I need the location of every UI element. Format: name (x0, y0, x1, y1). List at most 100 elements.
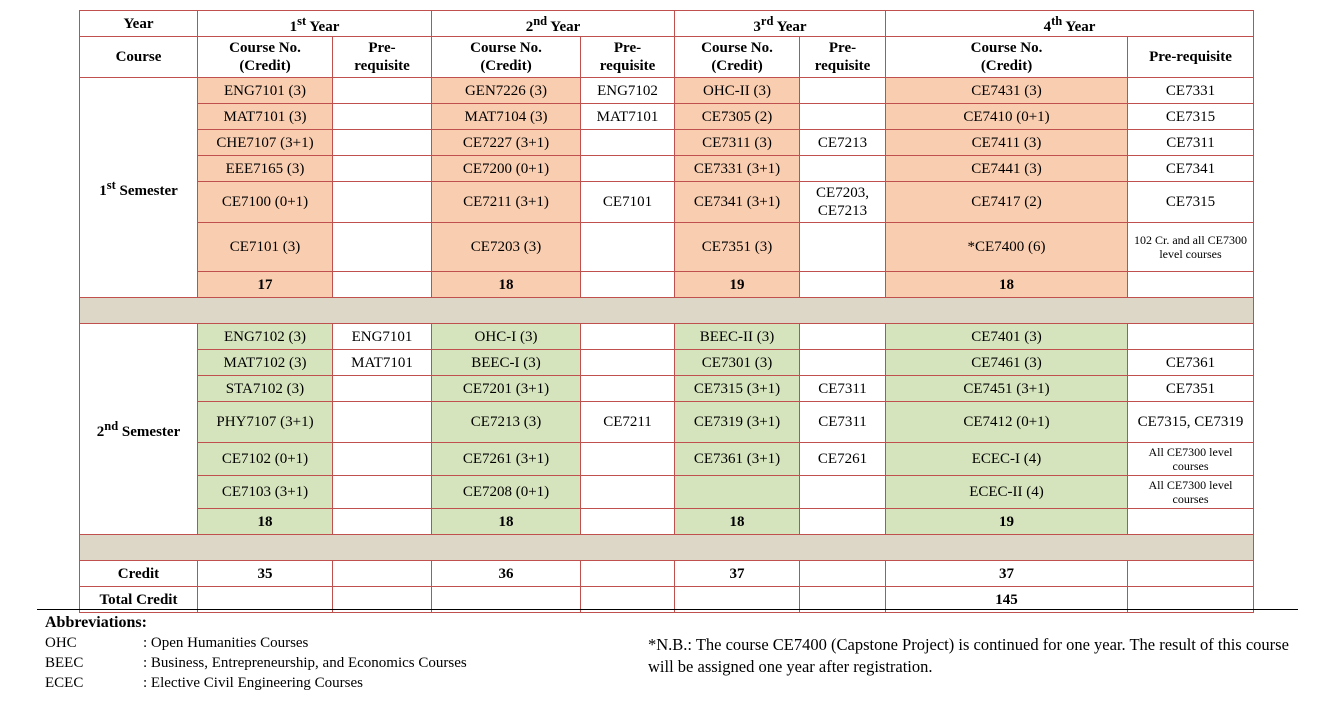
semester-total-credit: 18 (197, 508, 333, 535)
y1-course-cell: CE7101 (3) (197, 222, 333, 272)
year-credit: 35 (197, 560, 333, 587)
course-row: 2nd Semester ENG7102 (3) ENG7101 OHC-I (3) B… (79, 323, 1254, 535)
y1-prereq-cell (332, 442, 432, 476)
y1-prereq-cell (332, 77, 432, 104)
prereq-header: Pre-requisite (332, 36, 432, 78)
column-header-row: Course Course No. (Credit) Pre-requisite … (79, 36, 1254, 78)
y2-course-cell: CE7261 (3+1) (431, 442, 581, 476)
y2-prereq-cell (580, 375, 675, 402)
course-row: CE7100 (0+1) CE7211 (3+1) CE7101 CE7341 (3+… (80, 181, 1254, 223)
semester-total-credit: 18 (431, 271, 581, 298)
empty-cell (799, 586, 886, 613)
semester-total-credit: 18 (885, 271, 1128, 298)
y1-prereq-cell (332, 475, 432, 509)
course-row: MAT7101 (3) MAT7104 (3) MAT7101 CE7305 (2) C… (80, 103, 1254, 130)
y4-course-cell: CE7441 (3) (885, 155, 1128, 182)
y3-course-cell: CE7319 (3+1) (674, 401, 800, 443)
y1-course-cell: CE7102 (0+1) (197, 442, 333, 476)
semester-total-credit: 18 (674, 508, 800, 535)
y3-course-cell: CE7341 (3+1) (674, 181, 800, 223)
y4-prereq-cell: CE7311 (1127, 129, 1254, 156)
empty-cell (1127, 586, 1254, 613)
y4-course-cell: CE7451 (3+1) (885, 375, 1128, 402)
y3-prereq-cell (799, 349, 886, 376)
y1-course-cell: CE7103 (3+1) (197, 475, 333, 509)
semester-total-row: 17 18 19 18 (80, 271, 1254, 298)
year-credit: 37 (674, 560, 800, 587)
y2-course-cell: CE7208 (0+1) (431, 475, 581, 509)
empty-cell (197, 586, 333, 613)
y4-prereq-cell (1127, 323, 1254, 350)
y3-course-cell: CE7361 (3+1) (674, 442, 800, 476)
y2-prereq-cell (580, 129, 675, 156)
y4-prereq-cell: CE7315 (1127, 181, 1254, 223)
capstone-note: *N.B.: The course CE7400 (Capstone Proje… (648, 635, 1289, 676)
empty-cell (580, 586, 675, 613)
total-credit-value: 145 (885, 586, 1128, 613)
y3-prereq-cell: CE7213 (799, 129, 886, 156)
course-row: CE7102 (0+1) CE7261 (3+1) CE7361 (3+1) CE72… (80, 442, 1254, 476)
semester-label: 1st Semester (79, 77, 198, 298)
year-2-header: 2nd Year (431, 10, 675, 37)
course-no-header: Course No. (Credit) (885, 36, 1128, 78)
y2-course-cell: BEEC-I (3) (431, 349, 581, 376)
y3-course-cell (674, 475, 800, 509)
y3-prereq-cell (799, 475, 886, 509)
y4-prereq-cell: CE7361 (1127, 349, 1254, 376)
y4-course-cell: CE7461 (3) (885, 349, 1128, 376)
year-3-header: 3rd Year (674, 10, 886, 37)
divider-line (37, 609, 1298, 610)
empty-cell (332, 271, 432, 298)
abbreviation-item: OHC : Open Humanities Courses (45, 633, 467, 653)
y3-course-cell: CE7331 (3+1) (674, 155, 800, 182)
y1-prereq-cell (332, 375, 432, 402)
y2-prereq-cell (580, 155, 675, 182)
prereq-header: Pre-requisite (1127, 36, 1254, 78)
y4-prereq-cell: CE7341 (1127, 155, 1254, 182)
year-credit: 36 (431, 560, 581, 587)
y3-prereq-cell (799, 103, 886, 130)
course-row: EEE7165 (3) CE7200 (0+1) CE7331 (3+1) CE744… (80, 155, 1254, 182)
empty-cell (799, 560, 886, 587)
y1-prereq-cell (332, 103, 432, 130)
y4-course-cell: CE7411 (3) (885, 129, 1128, 156)
semester-total-credit: 19 (885, 508, 1128, 535)
empty-cell (580, 560, 675, 587)
year-header-row: Year 1st Year 2nd Year 3rd Year 4th Year (79, 10, 1254, 37)
empty-cell (674, 586, 800, 613)
y1-prereq-cell (332, 401, 432, 443)
course-no-header: Course No. (Credit) (197, 36, 333, 78)
y1-prereq-cell (332, 155, 432, 182)
y2-course-cell: CE7213 (3) (431, 401, 581, 443)
y3-course-cell: BEEC-II (3) (674, 323, 800, 350)
y2-prereq-cell (580, 323, 675, 350)
semester-total-credit: 18 (431, 508, 581, 535)
y1-prereq-cell: MAT7101 (332, 349, 432, 376)
empty-cell (332, 560, 432, 587)
y4-course-cell: ECEC-I (4) (885, 442, 1128, 476)
y4-course-cell: CE7410 (0+1) (885, 103, 1128, 130)
course-no-header: Course No. (Credit) (674, 36, 800, 78)
year-4-header: 4th Year (885, 10, 1254, 37)
y2-course-cell: CE7227 (3+1) (431, 129, 581, 156)
y2-course-cell: CE7200 (0+1) (431, 155, 581, 182)
y3-prereq-cell (799, 77, 886, 104)
prereq-header: Pre-requisite (580, 36, 675, 78)
credit-row: Credit 35 36 37 37 (79, 560, 1254, 587)
abbreviation-item: ECEC : Elective Civil Engineering Course… (45, 673, 467, 693)
y4-prereq-cell: CE7351 (1127, 375, 1254, 402)
abbreviation-value: : Open Humanities Courses (143, 635, 309, 651)
empty-cell (580, 508, 675, 535)
abbreviation-key: BEEC (45, 655, 84, 671)
y4-course-cell: CE7417 (2) (885, 181, 1128, 223)
separator-row (79, 534, 1254, 561)
y1-course-cell: CE7100 (0+1) (197, 181, 333, 223)
y1-course-cell: EEE7165 (3) (197, 155, 333, 182)
credit-label: Credit (79, 560, 198, 587)
empty-cell (431, 586, 581, 613)
y3-prereq-cell: CE7261 (799, 442, 886, 476)
semester-total-credit: 17 (197, 271, 333, 298)
separator-cell (79, 297, 1254, 324)
course-no-header: Course No. (Credit) (431, 36, 581, 78)
abbreviations-title: Abbreviations: (45, 614, 147, 631)
